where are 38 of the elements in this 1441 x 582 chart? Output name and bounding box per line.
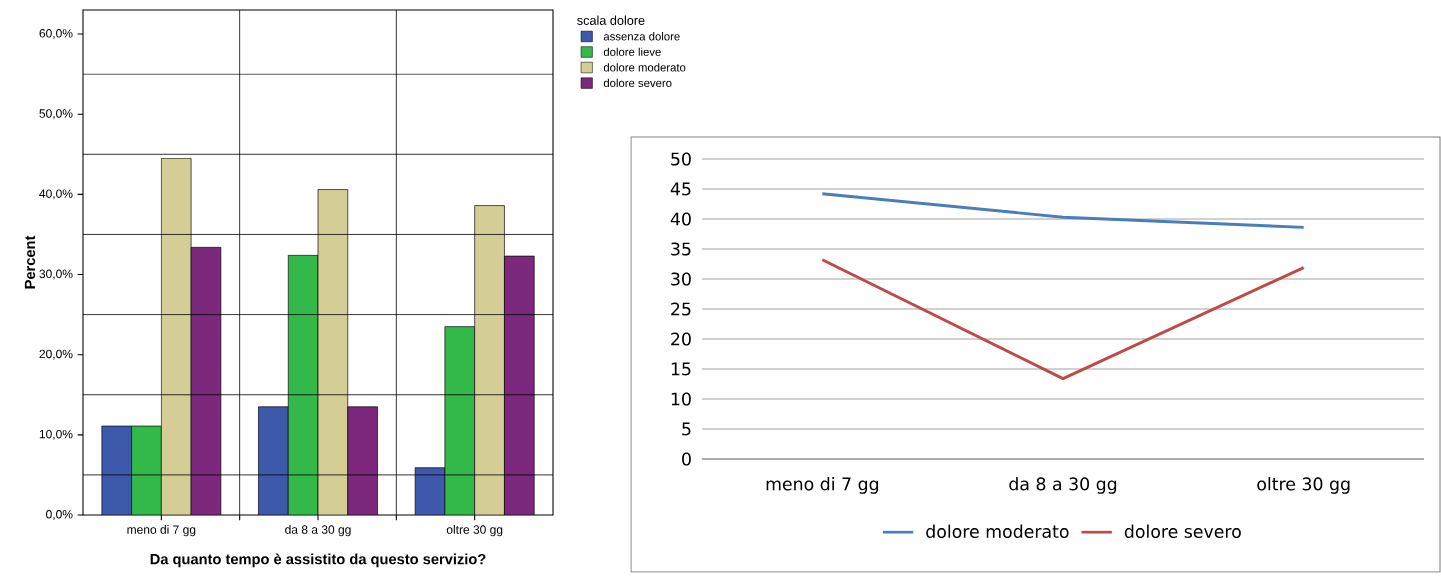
y-tick-label: 45 <box>670 182 691 196</box>
bar <box>101 425 132 515</box>
legend-label: dolore lieve <box>603 47 661 56</box>
x-tick-label: da 8 a 30 gg <box>285 525 351 537</box>
y-tick-label: 40 <box>670 212 691 226</box>
legend-label: assenza dolore <box>603 32 680 41</box>
x-tick-label: oltre 30 gg <box>1257 477 1350 494</box>
y-tick-label: 25 <box>671 302 691 316</box>
bar <box>258 406 289 515</box>
y-tick-label: 10 <box>671 392 691 406</box>
legend-label: dolore severo <box>1124 524 1241 539</box>
y-axis-title: Percent <box>24 235 36 289</box>
y-tick-label: 50,0% <box>39 109 73 120</box>
legend-title: scala dolore <box>577 15 645 25</box>
y-tick-label: 0 <box>682 452 691 466</box>
y-tick-label: 15 <box>671 362 691 376</box>
y-tick-label: 40,0% <box>39 189 73 200</box>
x-axis-title: Da quanto tempo è assistito da questo servizio? <box>150 553 486 568</box>
y-tick-label: 35 <box>671 242 691 256</box>
y-tick-label: 30,0% <box>39 269 73 280</box>
legend-label: dolore moderato <box>603 63 686 72</box>
x-tick-label: meno di 7 gg <box>766 477 879 494</box>
y-tick-label: 30 <box>671 272 691 286</box>
y-tick-label: 5 <box>682 422 691 436</box>
y-tick-label: 10,0% <box>39 429 73 440</box>
bar <box>160 157 192 515</box>
x-tick-label: oltre 30 gg <box>446 525 503 537</box>
y-tick-label: 60,0% <box>39 29 73 39</box>
legend-label: dolore severo <box>603 78 672 88</box>
y-tick-label: 0,0% <box>46 510 73 520</box>
x-tick-label: da 8 a 30 gg <box>1009 477 1117 494</box>
y-tick-label: 50 <box>671 152 691 166</box>
y-tick-label: 20,0% <box>39 349 73 360</box>
y-tick-label: 20 <box>671 332 691 346</box>
x-tick-label: meno di 7 gg <box>127 525 196 537</box>
bar <box>474 205 505 515</box>
bar <box>317 189 349 515</box>
legend-label: dolore moderato <box>926 524 1069 539</box>
